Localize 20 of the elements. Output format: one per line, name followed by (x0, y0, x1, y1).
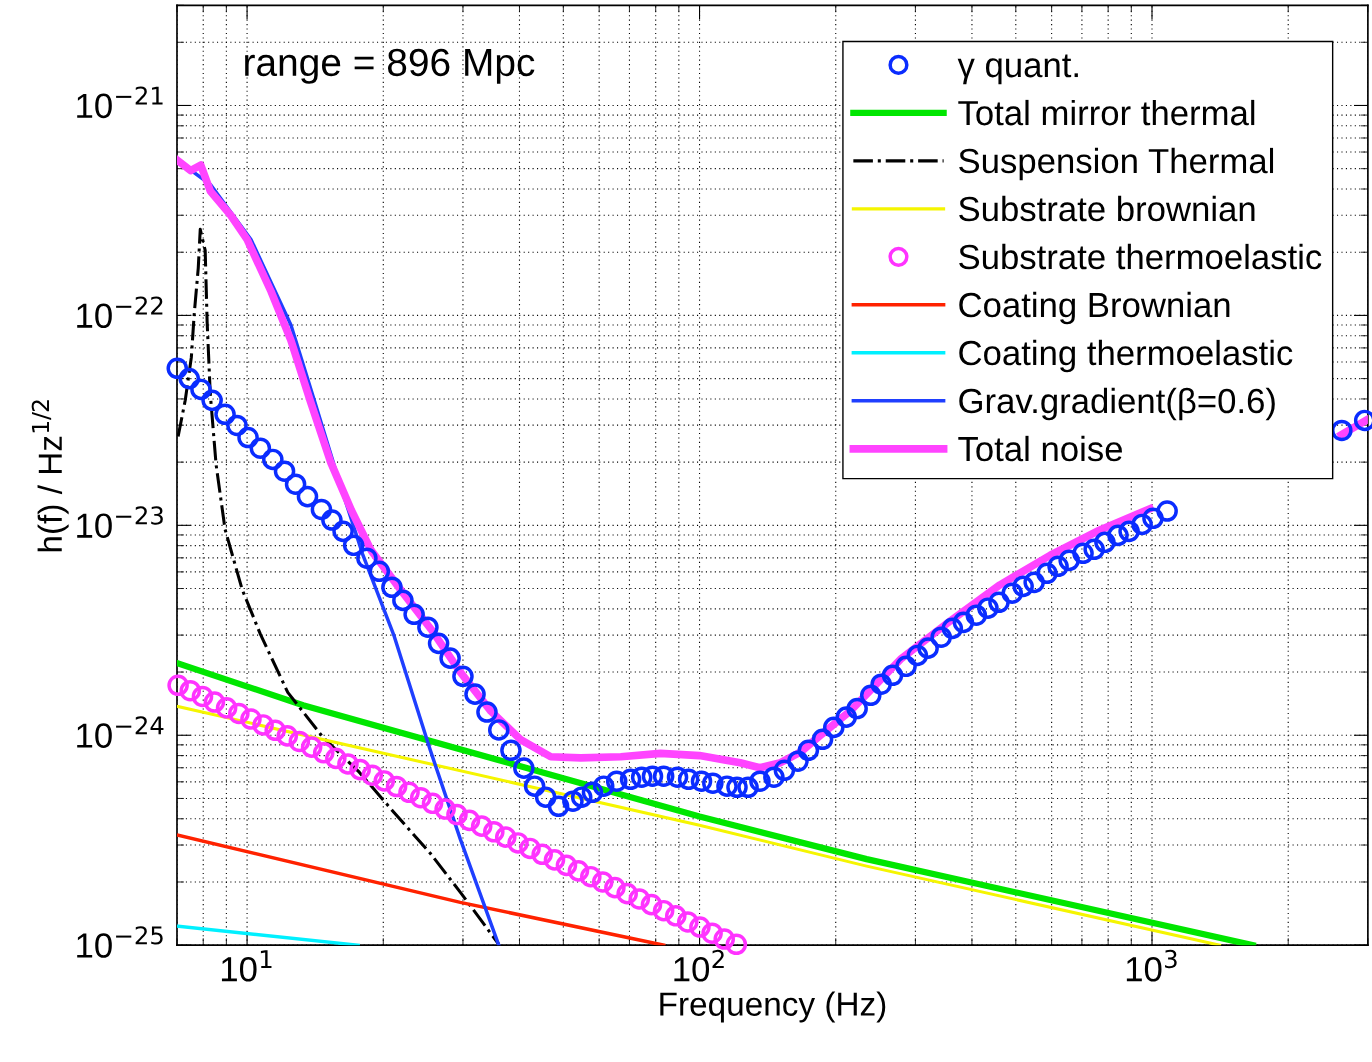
y-tick-label: 10$^{−23}$ (77, 506, 163, 538)
x-tick-label: 10$^{3}$ (1126, 949, 1177, 982)
y-axis-title: h(f) / Hz$^{1/2}$ (31, 400, 69, 552)
legend-label: Suspension Thermal (959, 147, 1274, 181)
y-tick-label: 10$^{−21}$ (77, 86, 163, 119)
annotation: range = 896 Mpc (245, 48, 535, 84)
legend-label: Total noise (958, 435, 1122, 462)
x-axis-title: Frequency (Hz) (660, 991, 886, 1023)
legend-label: Grav.gradient(β=0.6) (959, 387, 1275, 421)
y-tick-label: 10$^{−24}$ (77, 716, 164, 748)
x-tick-label: 10$^{1}$ (221, 950, 272, 982)
legend-label: Total mirror thermal (958, 99, 1255, 126)
legend-label: Coating thermoelastic (959, 339, 1293, 373)
x-tick-label: 10$^{2}$ (674, 949, 724, 982)
legend-label: γ quant. (957, 54, 1078, 85)
legend-label: Substrate brownian (959, 195, 1255, 222)
legend-label: Substrate thermoelastic (959, 243, 1322, 270)
y-tick-label: 10$^{−22}$ (77, 296, 163, 329)
y-tick-label: 10$^{−25}$ (77, 926, 163, 958)
legend-label: Coating Brownian (959, 291, 1230, 325)
